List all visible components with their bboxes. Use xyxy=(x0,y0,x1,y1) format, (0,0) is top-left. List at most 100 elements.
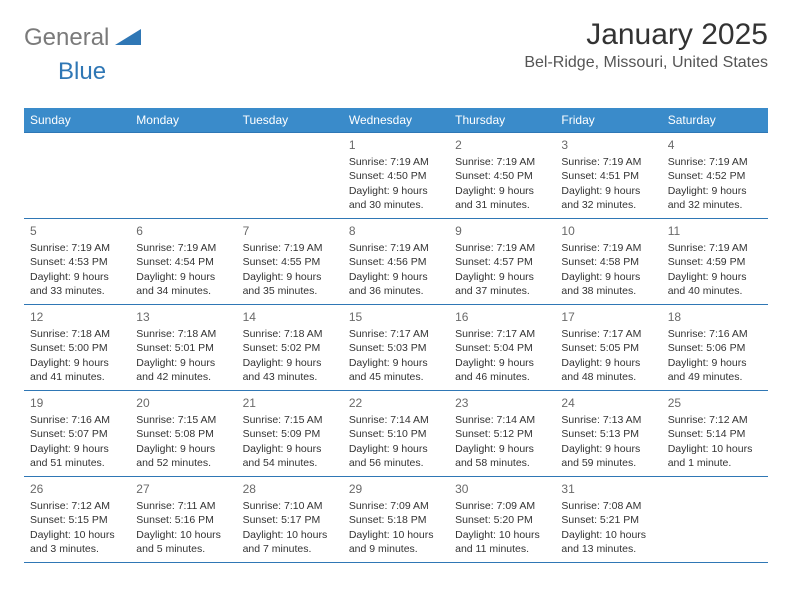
day-number: 20 xyxy=(136,395,230,411)
sunrise-line: Sunrise: 7:14 AM xyxy=(455,413,549,427)
sunrise-line: Sunrise: 7:19 AM xyxy=(136,241,230,255)
sunset-line: Sunset: 5:16 PM xyxy=(136,513,230,527)
sunrise-line: Sunrise: 7:09 AM xyxy=(455,499,549,513)
daylight-line: Daylight: 10 hours and 9 minutes. xyxy=(349,528,443,556)
sunset-line: Sunset: 5:21 PM xyxy=(561,513,655,527)
day-number: 7 xyxy=(243,223,337,239)
day-cell: 3Sunrise: 7:19 AMSunset: 4:51 PMDaylight… xyxy=(555,133,661,219)
day-cell: 16Sunrise: 7:17 AMSunset: 5:04 PMDayligh… xyxy=(449,305,555,391)
sunset-line: Sunset: 4:50 PM xyxy=(349,169,443,183)
daylight-line: Daylight: 9 hours and 58 minutes. xyxy=(455,442,549,470)
daylight-line: Daylight: 9 hours and 43 minutes. xyxy=(243,356,337,384)
sunset-line: Sunset: 5:20 PM xyxy=(455,513,549,527)
day-number: 28 xyxy=(243,481,337,497)
day-header: Sunday xyxy=(24,108,130,133)
daylight-line: Daylight: 9 hours and 46 minutes. xyxy=(455,356,549,384)
sunset-line: Sunset: 5:14 PM xyxy=(668,427,762,441)
daylight-line: Daylight: 10 hours and 1 minute. xyxy=(668,442,762,470)
day-number: 16 xyxy=(455,309,549,325)
day-header: Monday xyxy=(130,108,236,133)
day-number: 26 xyxy=(30,481,124,497)
day-cell: 26Sunrise: 7:12 AMSunset: 5:15 PMDayligh… xyxy=(24,477,130,563)
sunrise-line: Sunrise: 7:14 AM xyxy=(349,413,443,427)
sunset-line: Sunset: 4:51 PM xyxy=(561,169,655,183)
sunset-line: Sunset: 4:56 PM xyxy=(349,255,443,269)
sunset-line: Sunset: 5:17 PM xyxy=(243,513,337,527)
sunrise-line: Sunrise: 7:19 AM xyxy=(455,241,549,255)
day-number: 24 xyxy=(561,395,655,411)
sunset-line: Sunset: 5:12 PM xyxy=(455,427,549,441)
day-cell: 15 Sunrise: 7:17 AMSunset: 5:03 PMDayligh… xyxy=(343,305,449,391)
sunrise-line: Sunrise: 7:08 AM xyxy=(561,499,655,513)
day-number: 12 xyxy=(30,309,124,325)
daylight-line: Daylight: 9 hours and 40 minutes. xyxy=(668,270,762,298)
sunrise-line: Sunrise: 7:17 AM xyxy=(455,327,549,341)
sunrise-line: Sunrise: 7:11 AM xyxy=(136,499,230,513)
day-header: Thursday xyxy=(449,108,555,133)
day-number: 13 xyxy=(136,309,230,325)
sunset-line: Sunset: 5:07 PM xyxy=(30,427,124,441)
daylight-line: Daylight: 9 hours and 32 minutes. xyxy=(561,184,655,212)
day-cell: 30Sunrise: 7:09 AMSunset: 5:20 PMDayligh… xyxy=(449,477,555,563)
day-number: 17 xyxy=(561,309,655,325)
day-number: 3 xyxy=(561,137,655,153)
day-number: 1 xyxy=(349,137,443,153)
daylight-line: Daylight: 9 hours and 45 minutes. xyxy=(349,356,443,384)
day-number: 18 xyxy=(668,309,762,325)
sunrise-line: Sunrise: 7:16 AM xyxy=(668,327,762,341)
sunrise-line: Sunrise: 7:10 AM xyxy=(243,499,337,513)
sunset-line: Sunset: 5:09 PM xyxy=(243,427,337,441)
day-cell: 17Sunrise: 7:17 AMSunset: 5:05 PMDayligh… xyxy=(555,305,661,391)
logo: General xyxy=(24,24,141,52)
daylight-line: Daylight: 9 hours and 35 minutes. xyxy=(243,270,337,298)
sunset-line: Sunset: 5:10 PM xyxy=(349,427,443,441)
sunset-line: Sunset: 4:59 PM xyxy=(668,255,762,269)
day-number: 15 xyxy=(349,309,443,325)
sunset-line: Sunset: 5:18 PM xyxy=(349,513,443,527)
daylight-line: Daylight: 9 hours and 37 minutes. xyxy=(455,270,549,298)
week-row: 1Sunrise: 7:19 AMSunset: 4:50 PMDaylight… xyxy=(24,133,768,219)
day-header: Saturday xyxy=(662,108,768,133)
sunset-line: Sunset: 5:06 PM xyxy=(668,341,762,355)
sunset-line: Sunset: 4:52 PM xyxy=(668,169,762,183)
sunrise-line: Sunrise: 7:17 AM xyxy=(349,327,443,341)
daylight-line: Daylight: 9 hours and 54 minutes. xyxy=(243,442,337,470)
daylight-line: Daylight: 9 hours and 30 minutes. xyxy=(349,184,443,212)
day-cell xyxy=(24,133,130,219)
day-number: 2 xyxy=(455,137,549,153)
daylight-line: Daylight: 9 hours and 42 minutes. xyxy=(136,356,230,384)
sunrise-line: Sunrise: 7:19 AM xyxy=(349,241,443,255)
day-cell: 5Sunrise: 7:19 AMSunset: 4:53 PMDaylight… xyxy=(24,219,130,305)
day-cell: 8Sunrise: 7:19 AMSunset: 4:56 PMDaylight… xyxy=(343,219,449,305)
daylight-line: Daylight: 9 hours and 34 minutes. xyxy=(136,270,230,298)
day-cell: 21Sunrise: 7:15 AMSunset: 5:09 PMDayligh… xyxy=(237,391,343,477)
sunrise-line: Sunrise: 7:09 AM xyxy=(349,499,443,513)
daylight-line: Daylight: 10 hours and 7 minutes. xyxy=(243,528,337,556)
sunset-line: Sunset: 4:58 PM xyxy=(561,255,655,269)
sunset-line: Sunset: 5:08 PM xyxy=(136,427,230,441)
logo-text-a: General xyxy=(24,24,109,52)
daylight-line: Daylight: 9 hours and 49 minutes. xyxy=(668,356,762,384)
day-number: 14 xyxy=(243,309,337,325)
day-header-row: SundayMondayTuesdayWednesdayThursdayFrid… xyxy=(24,108,768,133)
sunset-line: Sunset: 4:50 PM xyxy=(455,169,549,183)
daylight-line: Daylight: 10 hours and 11 minutes. xyxy=(455,528,549,556)
sunset-line: Sunset: 4:55 PM xyxy=(243,255,337,269)
day-cell: 24Sunrise: 7:13 AMSunset: 5:13 PMDayligh… xyxy=(555,391,661,477)
daylight-line: Daylight: 9 hours and 41 minutes. xyxy=(30,356,124,384)
daylight-line: Daylight: 9 hours and 31 minutes. xyxy=(455,184,549,212)
sunset-line: Sunset: 4:57 PM xyxy=(455,255,549,269)
daylight-line: Daylight: 9 hours and 52 minutes. xyxy=(136,442,230,470)
day-cell: 7Sunrise: 7:19 AMSunset: 4:55 PMDaylight… xyxy=(237,219,343,305)
week-row: 19Sunrise: 7:16 AMSunset: 5:07 PMDayligh… xyxy=(24,391,768,477)
day-number: 8 xyxy=(349,223,443,239)
sunset-line: Sunset: 5:03 PM xyxy=(349,341,443,355)
day-number: 22 xyxy=(349,395,443,411)
sunset-line: Sunset: 5:01 PM xyxy=(136,341,230,355)
day-header: Tuesday xyxy=(237,108,343,133)
day-cell: 18 Sunrise: 7:16 AMSunset: 5:06 PMDayligh… xyxy=(662,305,768,391)
day-cell xyxy=(130,133,236,219)
sunrise-line: Sunrise: 7:12 AM xyxy=(668,413,762,427)
daylight-line: Daylight: 9 hours and 38 minutes. xyxy=(561,270,655,298)
day-cell: 19Sunrise: 7:16 AMSunset: 5:07 PMDayligh… xyxy=(24,391,130,477)
